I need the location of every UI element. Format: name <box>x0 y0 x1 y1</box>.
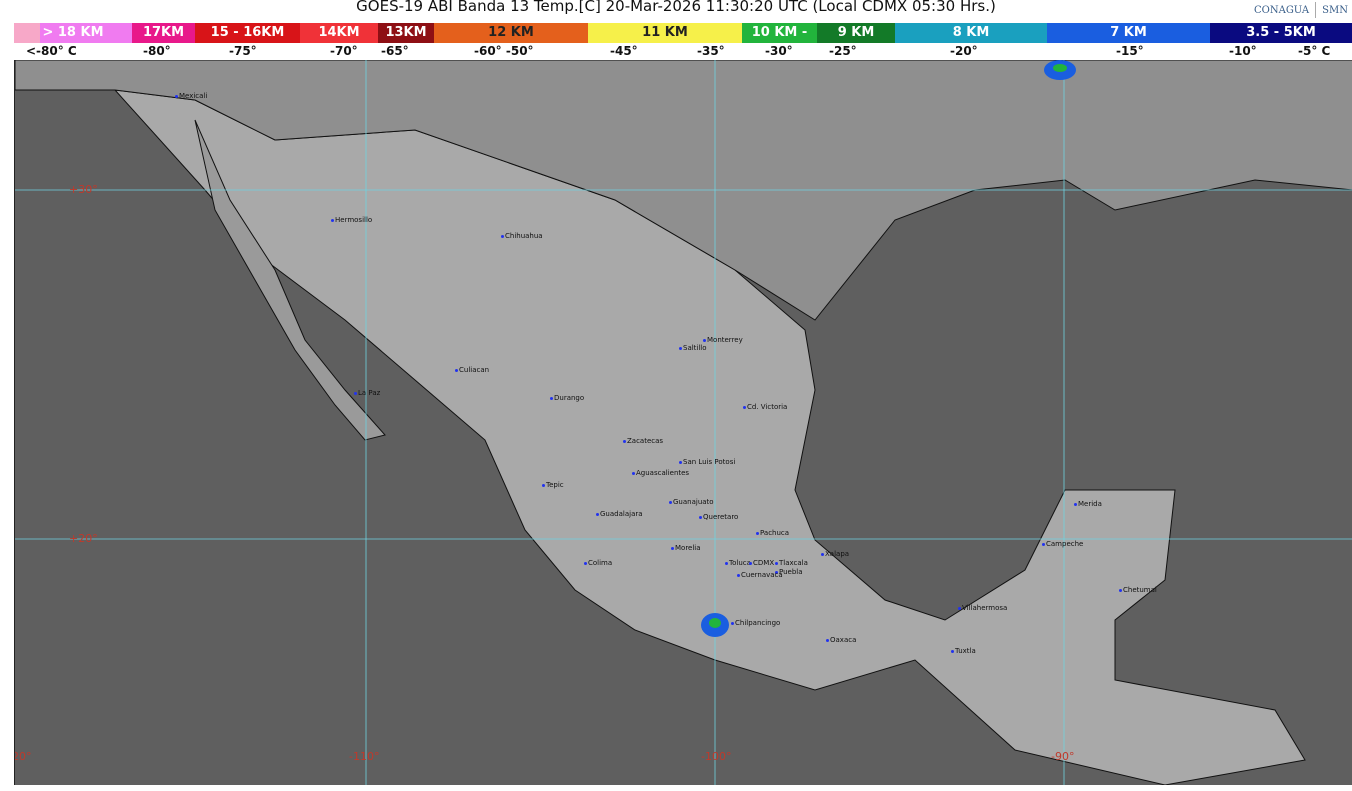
scale-segment: 12 KM <box>434 23 588 43</box>
city-label: Aguascalientes <box>632 469 689 477</box>
city-label: Chihuahua <box>501 232 543 240</box>
logos: CONAGUA SMN <box>1254 2 1348 18</box>
color-scale: > 18 KM 17KM 15 - 16KM 14KM 13KM 12 KM 11 KM 10… <box>14 23 1352 43</box>
city-label: Chetumal <box>1119 586 1157 594</box>
map-graphics <box>15 60 1352 785</box>
satellite-map: +30° +20° -120° -110° -100° -90° Mexicali Hermo… <box>14 60 1352 785</box>
city-label: La Paz <box>354 389 380 397</box>
scale-segment: 17KM <box>132 23 195 43</box>
city-label: Monterrey <box>703 336 743 344</box>
longitude-label: -120° <box>15 750 32 763</box>
city-label: Colima <box>584 559 612 567</box>
scale-temperature: <-80° C <box>26 44 77 58</box>
city-label: Oaxaca <box>826 636 856 644</box>
scale-temperature: -25° <box>829 44 857 58</box>
graticule <box>15 60 1352 785</box>
scale-segment: 15 - 16KM <box>195 23 300 43</box>
city-label: Queretaro <box>699 513 738 521</box>
city-label: Toluca <box>725 559 751 567</box>
map-title: GOES-19 ABI Banda 13 Temp.[C] 20-Mar-202… <box>356 0 996 15</box>
scale-segment: 10 KM - <box>742 23 817 43</box>
smn-logo: SMN <box>1322 4 1348 16</box>
city-label: Durango <box>550 394 584 402</box>
city-label: Culiacan <box>455 366 489 374</box>
city-label: Tepic <box>542 481 564 489</box>
latitude-label: +30° <box>69 183 98 196</box>
scale-temperature: -30° <box>765 44 793 58</box>
scale-temperature: -10° <box>1229 44 1257 58</box>
scale-temperature: -65° <box>381 44 409 58</box>
scale-segment: 7 KM <box>1047 23 1210 43</box>
latitude-label: +20° <box>69 532 98 545</box>
city-label: Pachuca <box>756 529 789 537</box>
scale-segment: 8 KM <box>895 23 1047 43</box>
scale-temperature: -75° <box>229 44 257 58</box>
land-mexico <box>113 89 1306 785</box>
city-label: Guadalajara <box>596 510 643 518</box>
scale-segment: 3.5 - 5KM <box>1210 23 1352 43</box>
city-label: Zacatecas <box>623 437 663 445</box>
city-label: San Luis Potosi <box>679 458 735 466</box>
city-label: Cuernavaca <box>737 571 783 579</box>
city-label: Tlaxcala <box>775 559 808 567</box>
city-label: Mexicali <box>175 92 207 100</box>
city-label: Villahermosa <box>958 604 1007 612</box>
city-label: Tuxtla <box>951 647 976 655</box>
scale-segment: > 18 KM <box>14 23 132 43</box>
scale-temperature: -70° <box>330 44 358 58</box>
scale-segment: 14KM <box>300 23 378 43</box>
temperature-scale: <-80° C -80° -75° -70° -65° -60° -50° -45° -35°… <box>0 43 1352 60</box>
scale-temperature: -20° <box>950 44 978 58</box>
scale-segment: 13KM <box>378 23 434 43</box>
land-baja <box>194 119 386 441</box>
divider <box>1315 2 1317 18</box>
city-label: Saltillo <box>679 344 707 352</box>
city-label: Morelia <box>671 544 701 552</box>
scale-segment: 11 KM <box>588 23 742 43</box>
longitude-label: -90° <box>1051 750 1075 763</box>
scale-temperature: -5° C <box>1298 44 1331 58</box>
city-label: Puebla <box>775 568 803 576</box>
scale-temperature: -45° <box>610 44 638 58</box>
city-label: Campeche <box>1042 540 1083 548</box>
city-label: Merida <box>1074 500 1102 508</box>
city-label: Chilpancingo <box>731 619 780 627</box>
longitude-label: -110° <box>349 750 380 763</box>
scale-temperature: -80° <box>143 44 171 58</box>
cold-cloud-tops <box>701 60 1076 637</box>
city-label: CDMX <box>749 559 774 567</box>
scale-temperature: -35° <box>697 44 725 58</box>
scale-temperature: -15° <box>1116 44 1144 58</box>
scale-temperature: -60° -50° <box>474 44 534 58</box>
longitude-label: -100° <box>701 750 732 763</box>
conagua-logo: CONAGUA <box>1254 4 1310 16</box>
city-label: Hermosillo <box>331 216 372 224</box>
city-label: Cd. Victoria <box>743 403 787 411</box>
city-label: Guanajuato <box>669 498 714 506</box>
city-label: Xalapa <box>821 550 849 558</box>
scale-segment: 9 KM <box>817 23 895 43</box>
